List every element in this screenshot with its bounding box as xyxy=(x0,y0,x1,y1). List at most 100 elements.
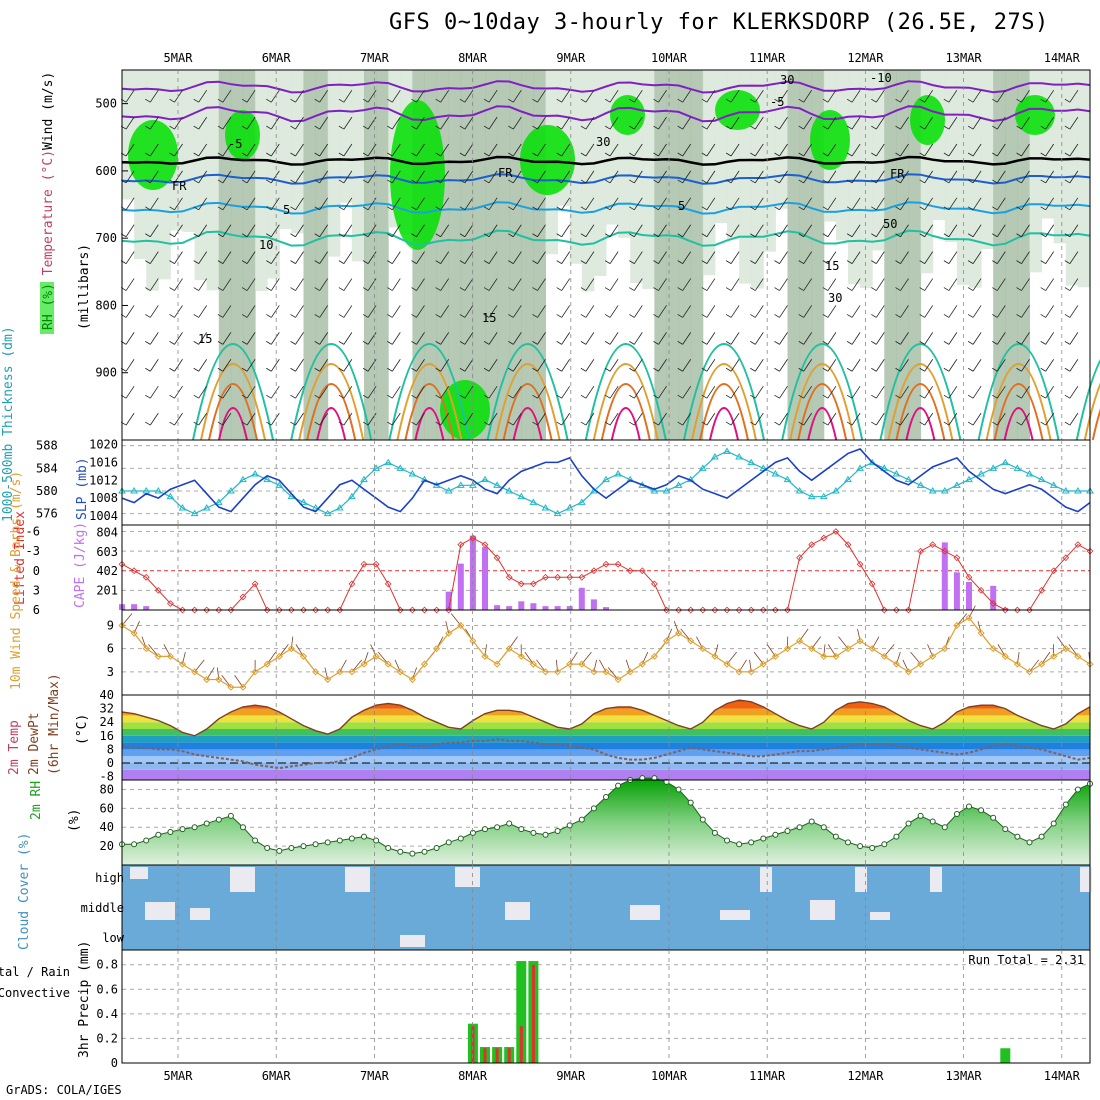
temp-contour-15 xyxy=(121,229,1091,247)
wind-barb xyxy=(1069,332,1079,345)
wind-barb xyxy=(125,332,135,345)
wind-barb xyxy=(851,359,861,372)
wind-barb-flag xyxy=(532,125,538,130)
cape-ylabel: CAPE (J/kg) xyxy=(73,522,88,608)
lifted-index-point xyxy=(142,573,150,581)
temp-contour-minus5 xyxy=(121,105,1091,123)
wind-barb-flag xyxy=(895,421,901,426)
wind-speed-point xyxy=(517,652,525,660)
wind-barb xyxy=(1069,359,1079,372)
wind-barb xyxy=(416,170,425,184)
rh-shade-column xyxy=(1077,70,1091,288)
wind-barb xyxy=(416,412,425,426)
wind-barb xyxy=(174,197,183,211)
wind-barb xyxy=(537,170,546,184)
lifted-index-point xyxy=(288,606,295,614)
wind-barb-flag xyxy=(604,421,611,426)
rh-point xyxy=(518,826,525,833)
wind-barb xyxy=(1021,89,1030,103)
wind-barb-flag xyxy=(604,233,611,238)
wind-barb-flag xyxy=(798,394,804,399)
legend-total-rain: Total / Rain xyxy=(0,965,70,979)
wind-barb-flag xyxy=(895,152,901,157)
wind-barb-flag xyxy=(750,125,756,130)
rh-shade-column xyxy=(654,70,667,440)
wind-barb-flag xyxy=(217,125,224,130)
wind-barb xyxy=(488,332,498,345)
wind-barb xyxy=(391,89,401,103)
wind-barb xyxy=(198,143,208,157)
wind-barb xyxy=(910,651,921,665)
wind-barb xyxy=(488,143,498,157)
wind-barb-flag xyxy=(1064,341,1071,345)
wind-barb-flag xyxy=(629,98,635,103)
wind-barb xyxy=(561,412,571,426)
wind-barb-flag xyxy=(532,206,538,211)
rh-point xyxy=(603,794,609,800)
wind-barb-flag xyxy=(967,152,974,157)
precip-conv-bar xyxy=(471,1026,475,1063)
wind-barb-flag xyxy=(653,233,659,238)
wind-speed-point xyxy=(953,621,961,629)
wind-barb-flag xyxy=(604,260,611,264)
wind-barb-flag xyxy=(314,179,320,184)
rh-point xyxy=(445,839,452,846)
rh-point xyxy=(179,826,186,833)
wind-barb xyxy=(972,170,982,184)
wind-speed-point xyxy=(977,629,985,637)
wind-barb-flag xyxy=(266,152,272,157)
wind-barb xyxy=(754,412,764,426)
wind-barb xyxy=(319,332,329,345)
wind-barb xyxy=(319,224,329,237)
wind-barb-flag xyxy=(653,314,659,318)
rh-point xyxy=(506,820,513,827)
wind-barb-flag xyxy=(290,260,296,264)
slp-ytick: 1008 xyxy=(89,491,118,505)
wind-barb-flag xyxy=(677,152,683,157)
lifted-index-point xyxy=(300,606,307,614)
wind-barb-flag xyxy=(919,206,925,211)
wind-barb xyxy=(682,305,692,318)
wind-barb-flag xyxy=(629,152,635,157)
wind-barb-flag xyxy=(483,394,490,399)
wind-barb-flag xyxy=(798,233,804,238)
wind-barb-flag xyxy=(992,152,998,157)
thickness-point xyxy=(650,487,659,494)
precip-ytick: 0.6 xyxy=(96,982,118,996)
wind-barb xyxy=(198,251,208,264)
cloud-patch xyxy=(130,867,148,879)
lifted-index-point xyxy=(481,541,489,549)
wind-barb xyxy=(222,359,232,372)
wind-barb-flag xyxy=(967,233,974,238)
wind-barb xyxy=(730,251,740,264)
wind-barb-flag xyxy=(653,98,659,103)
wind-barb xyxy=(658,305,667,318)
wind-barb xyxy=(972,332,982,345)
wind-barb-flag xyxy=(701,125,708,130)
wind-barb xyxy=(754,359,764,372)
rh-high-patch xyxy=(520,125,575,195)
wind-barb-flag xyxy=(919,152,925,157)
cape-ytick: 804 xyxy=(96,525,118,539)
wind-barb xyxy=(996,89,1006,103)
wind-barb xyxy=(125,305,135,318)
rh-point xyxy=(530,829,537,836)
wind-barb-flag xyxy=(266,233,272,238)
wind-barb-flag xyxy=(822,314,829,318)
wind-barb xyxy=(875,170,885,184)
wind-barb xyxy=(730,332,740,345)
wind-speed-point xyxy=(130,629,138,637)
wind-barb xyxy=(270,170,280,184)
lifted-index-point xyxy=(179,606,186,614)
wind-ytick: 6 xyxy=(107,642,114,656)
cape-bar xyxy=(941,542,948,610)
wind-barb xyxy=(996,197,1006,211)
wind-barb xyxy=(512,412,522,426)
wind-barb xyxy=(464,385,474,399)
wind-barb xyxy=(125,89,135,103)
wind-barb xyxy=(537,224,546,237)
rh-point xyxy=(760,835,767,842)
wind-barb xyxy=(924,251,934,264)
rh-shade-column xyxy=(944,70,958,242)
thickness-point xyxy=(323,509,332,517)
